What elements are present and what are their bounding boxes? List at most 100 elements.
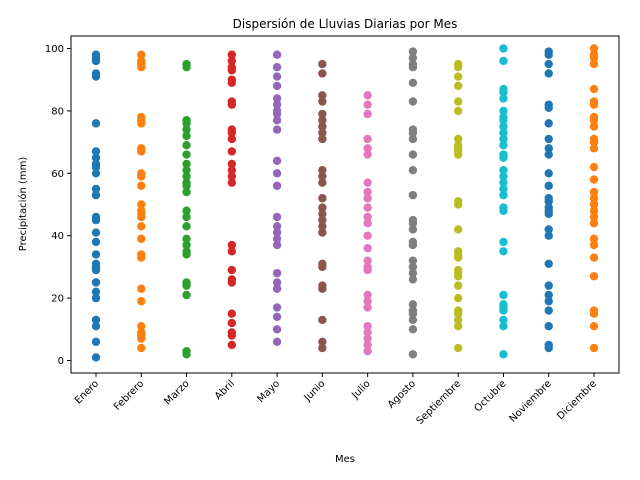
data-point: [318, 194, 327, 203]
data-point: [227, 309, 237, 318]
x-tick-label: Octubre: [472, 378, 508, 414]
data-point: [137, 297, 146, 306]
data-point: [318, 116, 327, 125]
data-point: [91, 315, 101, 325]
data-point: [227, 134, 237, 144]
data-point: [91, 237, 101, 247]
data-point: [544, 103, 553, 112]
data-point: [408, 78, 418, 88]
data-point: [453, 309, 463, 318]
data-point: [318, 262, 327, 272]
data-point: [544, 59, 553, 69]
data-point: [318, 109, 327, 119]
data-point: [453, 150, 463, 159]
data-point: [227, 50, 237, 59]
data-point: [499, 350, 508, 359]
data-point: [544, 231, 553, 240]
data-point: [589, 44, 599, 53]
data-point: [272, 181, 282, 190]
data-point: [589, 144, 599, 153]
data-point: [499, 128, 508, 137]
data-point: [318, 91, 327, 100]
y-tick-label: 20: [51, 294, 64, 305]
data-point: [272, 125, 282, 134]
data-point: [499, 306, 508, 315]
data-point: [91, 228, 101, 237]
data-point: [91, 153, 101, 162]
data-point: [499, 122, 508, 131]
data-point: [227, 100, 237, 109]
data-point: [91, 184, 101, 194]
data-point: [272, 100, 282, 109]
data-point: [272, 278, 282, 287]
data-point: [589, 234, 599, 244]
y-tick-label: 100: [45, 44, 64, 55]
data-point: [182, 172, 191, 181]
data-point: [182, 181, 191, 190]
data-point: [137, 50, 146, 59]
data-point: [544, 144, 553, 153]
data-point: [182, 141, 191, 150]
data-point: [227, 247, 237, 256]
data-point: [589, 200, 599, 209]
data-point: [408, 309, 418, 318]
data-point: [363, 203, 372, 212]
data-point: [318, 172, 327, 181]
data-point: [408, 268, 418, 278]
y-tick-label: 0: [58, 356, 64, 367]
data-point: [91, 56, 101, 66]
data-point: [408, 134, 418, 144]
data-point: [137, 321, 146, 331]
data-point: [499, 315, 508, 325]
data-point: [363, 212, 372, 222]
data-point: [499, 87, 508, 97]
x-tick-label: Julio: [349, 378, 372, 401]
data-point: [91, 72, 101, 81]
data-point: [589, 309, 599, 318]
data-point: [182, 240, 191, 250]
x-tick-label: Mayo: [255, 378, 282, 405]
data-point: [408, 150, 418, 159]
data-point: [408, 300, 418, 309]
data-point: [363, 328, 372, 337]
data-point: [227, 265, 237, 275]
data-point: [363, 194, 372, 203]
y-axis: 0 20 40 60 80 100: [45, 44, 71, 367]
data-point: [318, 284, 327, 293]
data-point: [453, 81, 463, 91]
data-point: [272, 303, 282, 312]
data-point: [272, 222, 282, 231]
data-point: [182, 131, 191, 141]
data-point: [589, 219, 599, 228]
data-point: [227, 278, 237, 287]
data-point: [499, 190, 508, 200]
data-point: [272, 240, 282, 250]
data-point: [318, 178, 327, 187]
data-point: [453, 293, 463, 303]
data-point: [408, 47, 418, 56]
data-point: [182, 290, 191, 300]
data-point: [544, 50, 553, 59]
data-point: [182, 150, 191, 159]
data-point: [589, 187, 599, 197]
data-point: [227, 159, 237, 169]
data-point: [227, 318, 237, 328]
data-point: [318, 128, 327, 137]
y-axis-label: Precipitación (mm): [17, 157, 29, 252]
data-point: [182, 159, 191, 169]
data-point: [589, 100, 599, 109]
data-point: [544, 290, 553, 300]
plot-area: [70, 35, 620, 374]
data-point: [182, 234, 191, 244]
data-point: [318, 97, 327, 106]
x-axis-label: Mes: [335, 454, 355, 465]
data-point: [499, 116, 508, 125]
data-point: [272, 337, 282, 346]
data-point: [499, 106, 508, 116]
data-point: [363, 265, 372, 275]
data-point: [453, 106, 463, 116]
data-point: [182, 206, 191, 215]
data-point: [589, 59, 599, 69]
data-point: [318, 165, 327, 175]
